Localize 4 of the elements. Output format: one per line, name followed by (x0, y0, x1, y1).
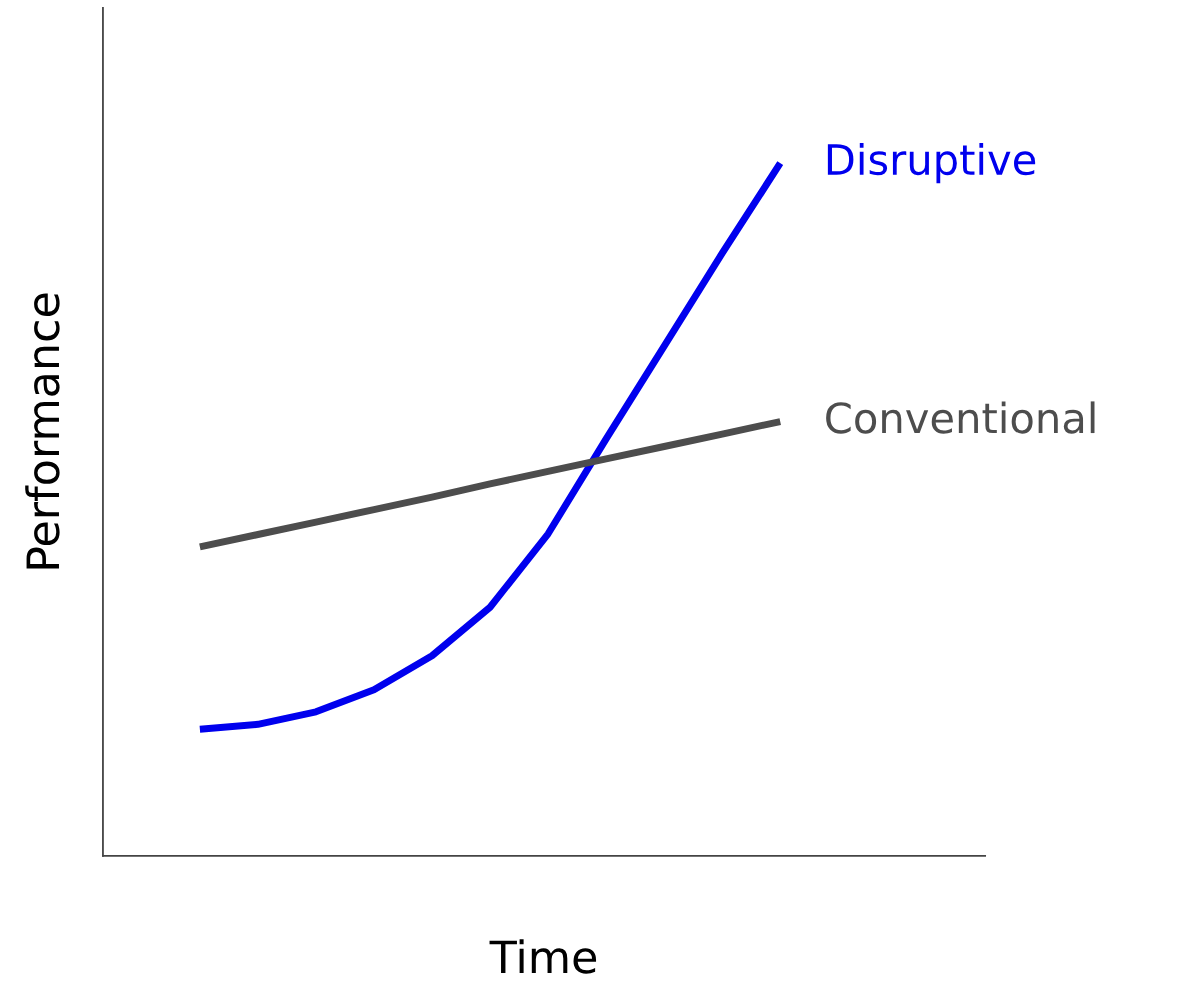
series-label: Conventional (826, 401, 1095, 434)
y-axis-title: Performance (25, 293, 60, 569)
x-axis-title: Time (489, 939, 597, 974)
series-label: Disruptive (827, 142, 1036, 184)
